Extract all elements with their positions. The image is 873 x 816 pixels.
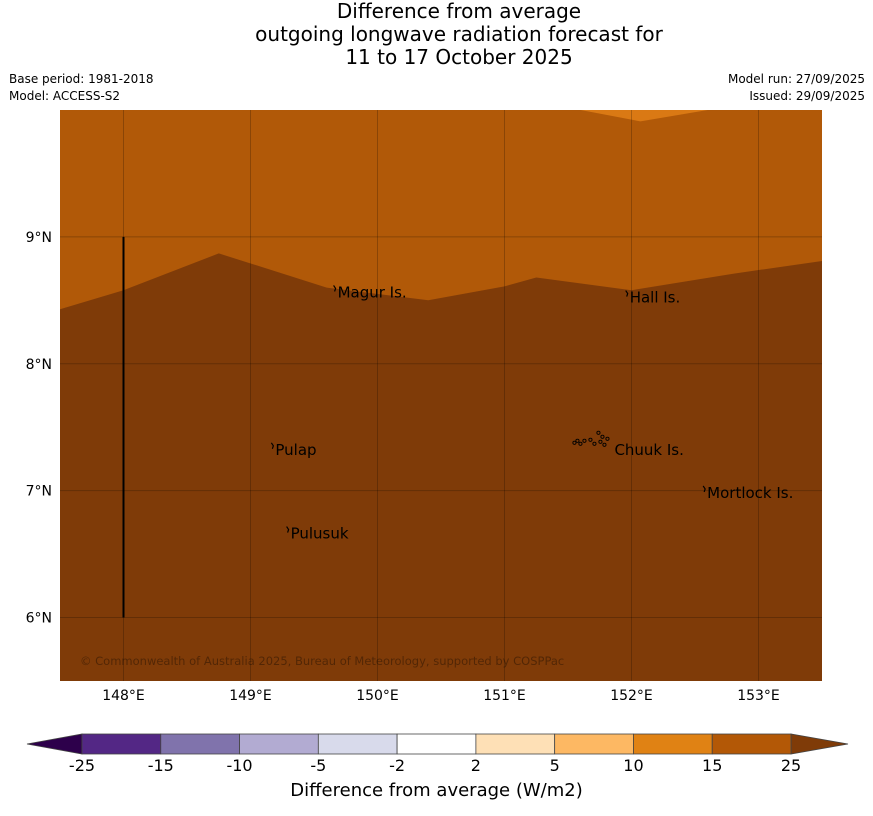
colorbar-tick-label: -5 <box>310 756 327 775</box>
lon-tick-label: 153°E <box>737 688 780 704</box>
title-line-1: Difference from average <box>336 0 582 23</box>
copyright-text: © Commonwealth of Australia 2025, Bureau… <box>80 654 564 668</box>
lon-tick-label: 152°E <box>610 688 653 704</box>
island-marker <box>578 441 583 446</box>
island-marker <box>702 485 706 493</box>
model-name: Model: ACCESS-S2 <box>9 89 121 103</box>
colorbar-tick-label: -2 <box>389 756 406 775</box>
colorbar-under-arrow <box>26 733 83 755</box>
place-label: Chuuk Is. <box>614 441 683 459</box>
island-marker <box>286 526 290 533</box>
title-line-3: 11 to 17 October 2025 <box>345 45 573 69</box>
lon-tick-label: 151°E <box>483 688 526 704</box>
region-15-to-25 <box>60 110 822 310</box>
island-marker <box>598 439 603 444</box>
colorbar-segment <box>475 733 556 755</box>
colorbar-tick-label: 25 <box>780 756 802 775</box>
island-marker <box>592 441 597 446</box>
lon-tick-label: 149°E <box>229 688 272 704</box>
colorbar-tick-label: 2 <box>470 756 481 775</box>
island-marker <box>625 290 629 297</box>
place-label: Pulap <box>275 441 316 459</box>
island-marker <box>575 438 580 443</box>
colorbar-tick-label: -15 <box>147 756 174 775</box>
issued-date: Issued: 29/09/2025 <box>749 89 865 103</box>
model-run: Model run: 27/09/2025 <box>727 72 865 86</box>
island-marker <box>600 434 605 439</box>
lat-tick-label: 7°N <box>26 484 52 500</box>
lat-tick-label: 8°N <box>26 357 52 373</box>
colorbar-segment <box>554 733 634 755</box>
island-marker <box>605 436 610 441</box>
island-marker <box>596 430 601 435</box>
meta-left: Base period: 1981-2018 Model: ACCESS-S2 <box>9 71 154 105</box>
island-marker <box>333 285 337 292</box>
colorbar-segment <box>160 733 240 755</box>
base-period: Base period: 1981-2018 <box>9 72 154 86</box>
place-label: Pulusuk <box>291 525 349 543</box>
island-marker <box>582 438 587 443</box>
colorbar-segment <box>317 733 398 755</box>
island-marker <box>602 442 607 447</box>
lat-tick-label: 6°N <box>26 611 52 627</box>
colorbar-segment <box>633 733 713 755</box>
colorbar-tick-label: -10 <box>226 756 253 775</box>
colorbar-tick-label: -25 <box>68 756 96 775</box>
chart-title: Difference from average outgoing longwav… <box>0 0 873 69</box>
island-marker <box>270 442 275 449</box>
colorbar-title: Difference from average (W/m2) <box>290 780 583 801</box>
place-label: Magur Is. <box>338 283 407 301</box>
island-marker <box>572 440 577 445</box>
meta-right: Model run: 27/09/2025 Issued: 29/09/2025 <box>728 71 865 105</box>
lat-tick-label: 9°N <box>26 230 52 246</box>
colorbar-tick-label: 5 <box>549 756 560 775</box>
colorbar-tick-label: 10 <box>623 756 644 775</box>
colorbar-segment <box>396 733 477 755</box>
place-label: Mortlock Is. <box>707 484 793 502</box>
place-label: Hall Is. <box>630 289 681 307</box>
colorbar-segment <box>239 733 319 755</box>
colorbar-segment <box>711 733 792 755</box>
colorbar-over-arrow <box>790 733 849 755</box>
island-marker <box>588 437 593 442</box>
lon-tick-label: 150°E <box>356 688 399 704</box>
colorbar-tick-label: 15 <box>702 756 723 775</box>
title-line-2: outgoing longwave radiation forecast for <box>255 22 663 46</box>
lon-tick-label: 148°E <box>102 688 145 704</box>
colorbar-segment <box>81 733 162 755</box>
region-10-to-15 <box>580 110 708 122</box>
